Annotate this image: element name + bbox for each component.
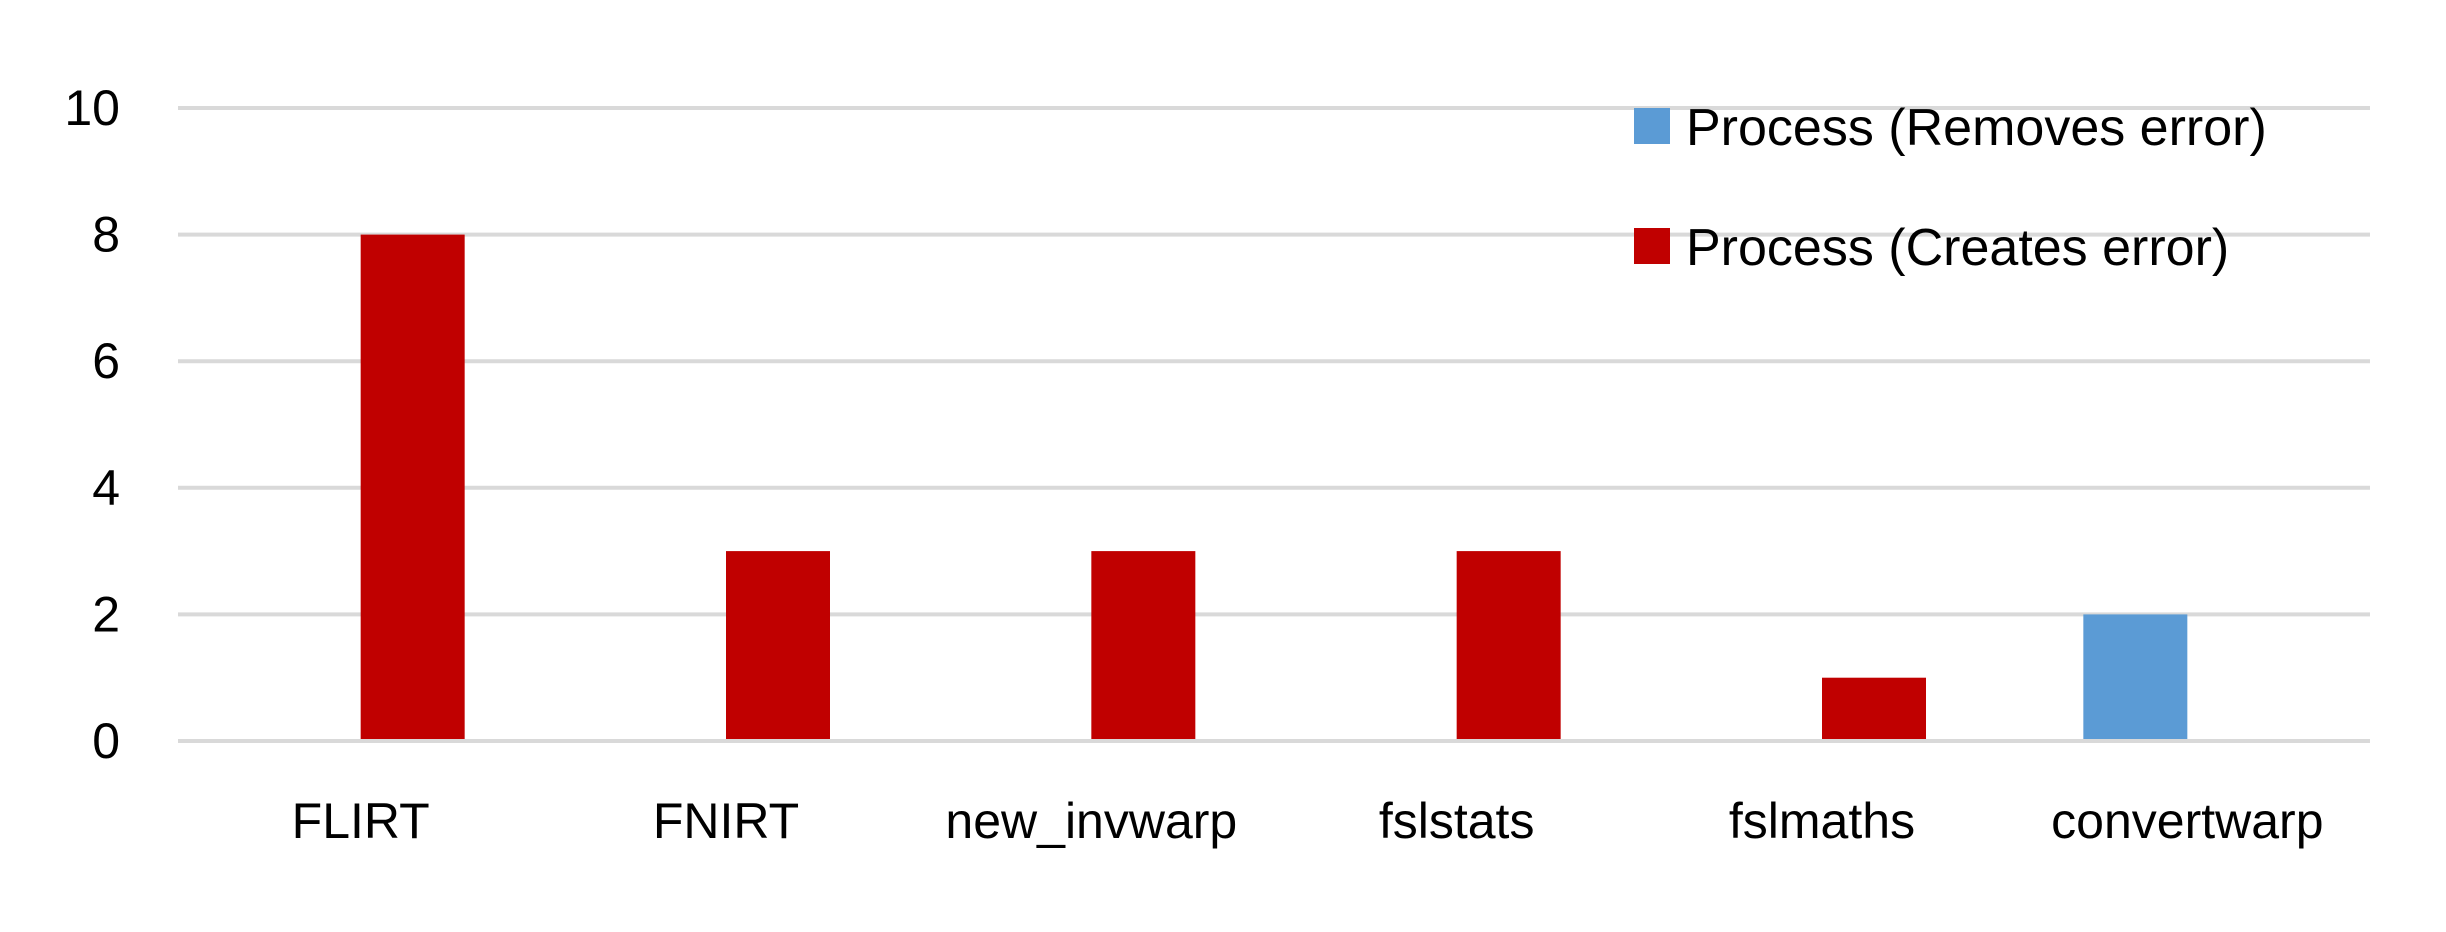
x-tick-label-FLIRT: FLIRT xyxy=(292,793,430,849)
bar-FNIRT-creates-error xyxy=(726,551,830,741)
legend-label-creates-error: Process (Creates error) xyxy=(1686,219,2229,277)
y-tick-label-8: 8 xyxy=(92,207,120,263)
y-tick-label-4: 4 xyxy=(92,460,120,516)
y-tick-label-2: 2 xyxy=(92,586,120,642)
x-tick-label-new_invwarp: new_invwarp xyxy=(945,793,1237,849)
bar-fslmaths-creates-error xyxy=(1822,677,1926,741)
x-tick-label-fslstats: fslstats xyxy=(1379,793,1535,849)
x-axis-tick-labels: FLIRT FNIRT new_invwarp fslstats fslmaths con… xyxy=(292,793,2324,849)
legend-swatch-removes-error xyxy=(1634,108,1670,144)
x-tick-label-convertwarp: convertwarp xyxy=(2051,793,2323,849)
y-tick-label-6: 6 xyxy=(92,333,120,389)
x-tick-label-FNIRT: FNIRT xyxy=(653,793,799,849)
legend-swatch-creates-error xyxy=(1634,228,1670,264)
y-tick-label-0: 0 xyxy=(92,713,120,769)
bar-FLIRT-creates-error xyxy=(360,234,465,741)
bar-convertwarp-removes-error xyxy=(2083,614,2188,741)
x-tick-label-fslmaths: fslmaths xyxy=(1729,793,1915,849)
bar-new_invwarp-creates-error xyxy=(1091,551,1196,741)
y-axis-tick-labels: 0 2 4 6 8 10 xyxy=(64,80,120,769)
legend-label-removes-error: Process (Removes error) xyxy=(1686,99,2267,157)
gridlines xyxy=(178,106,2370,743)
bar-fslstats-creates-error xyxy=(1456,551,1561,741)
legend: Process (Removes error) Process (Creates … xyxy=(1634,99,2267,277)
bars xyxy=(178,234,2370,743)
y-tick-label-10: 10 xyxy=(64,80,120,136)
